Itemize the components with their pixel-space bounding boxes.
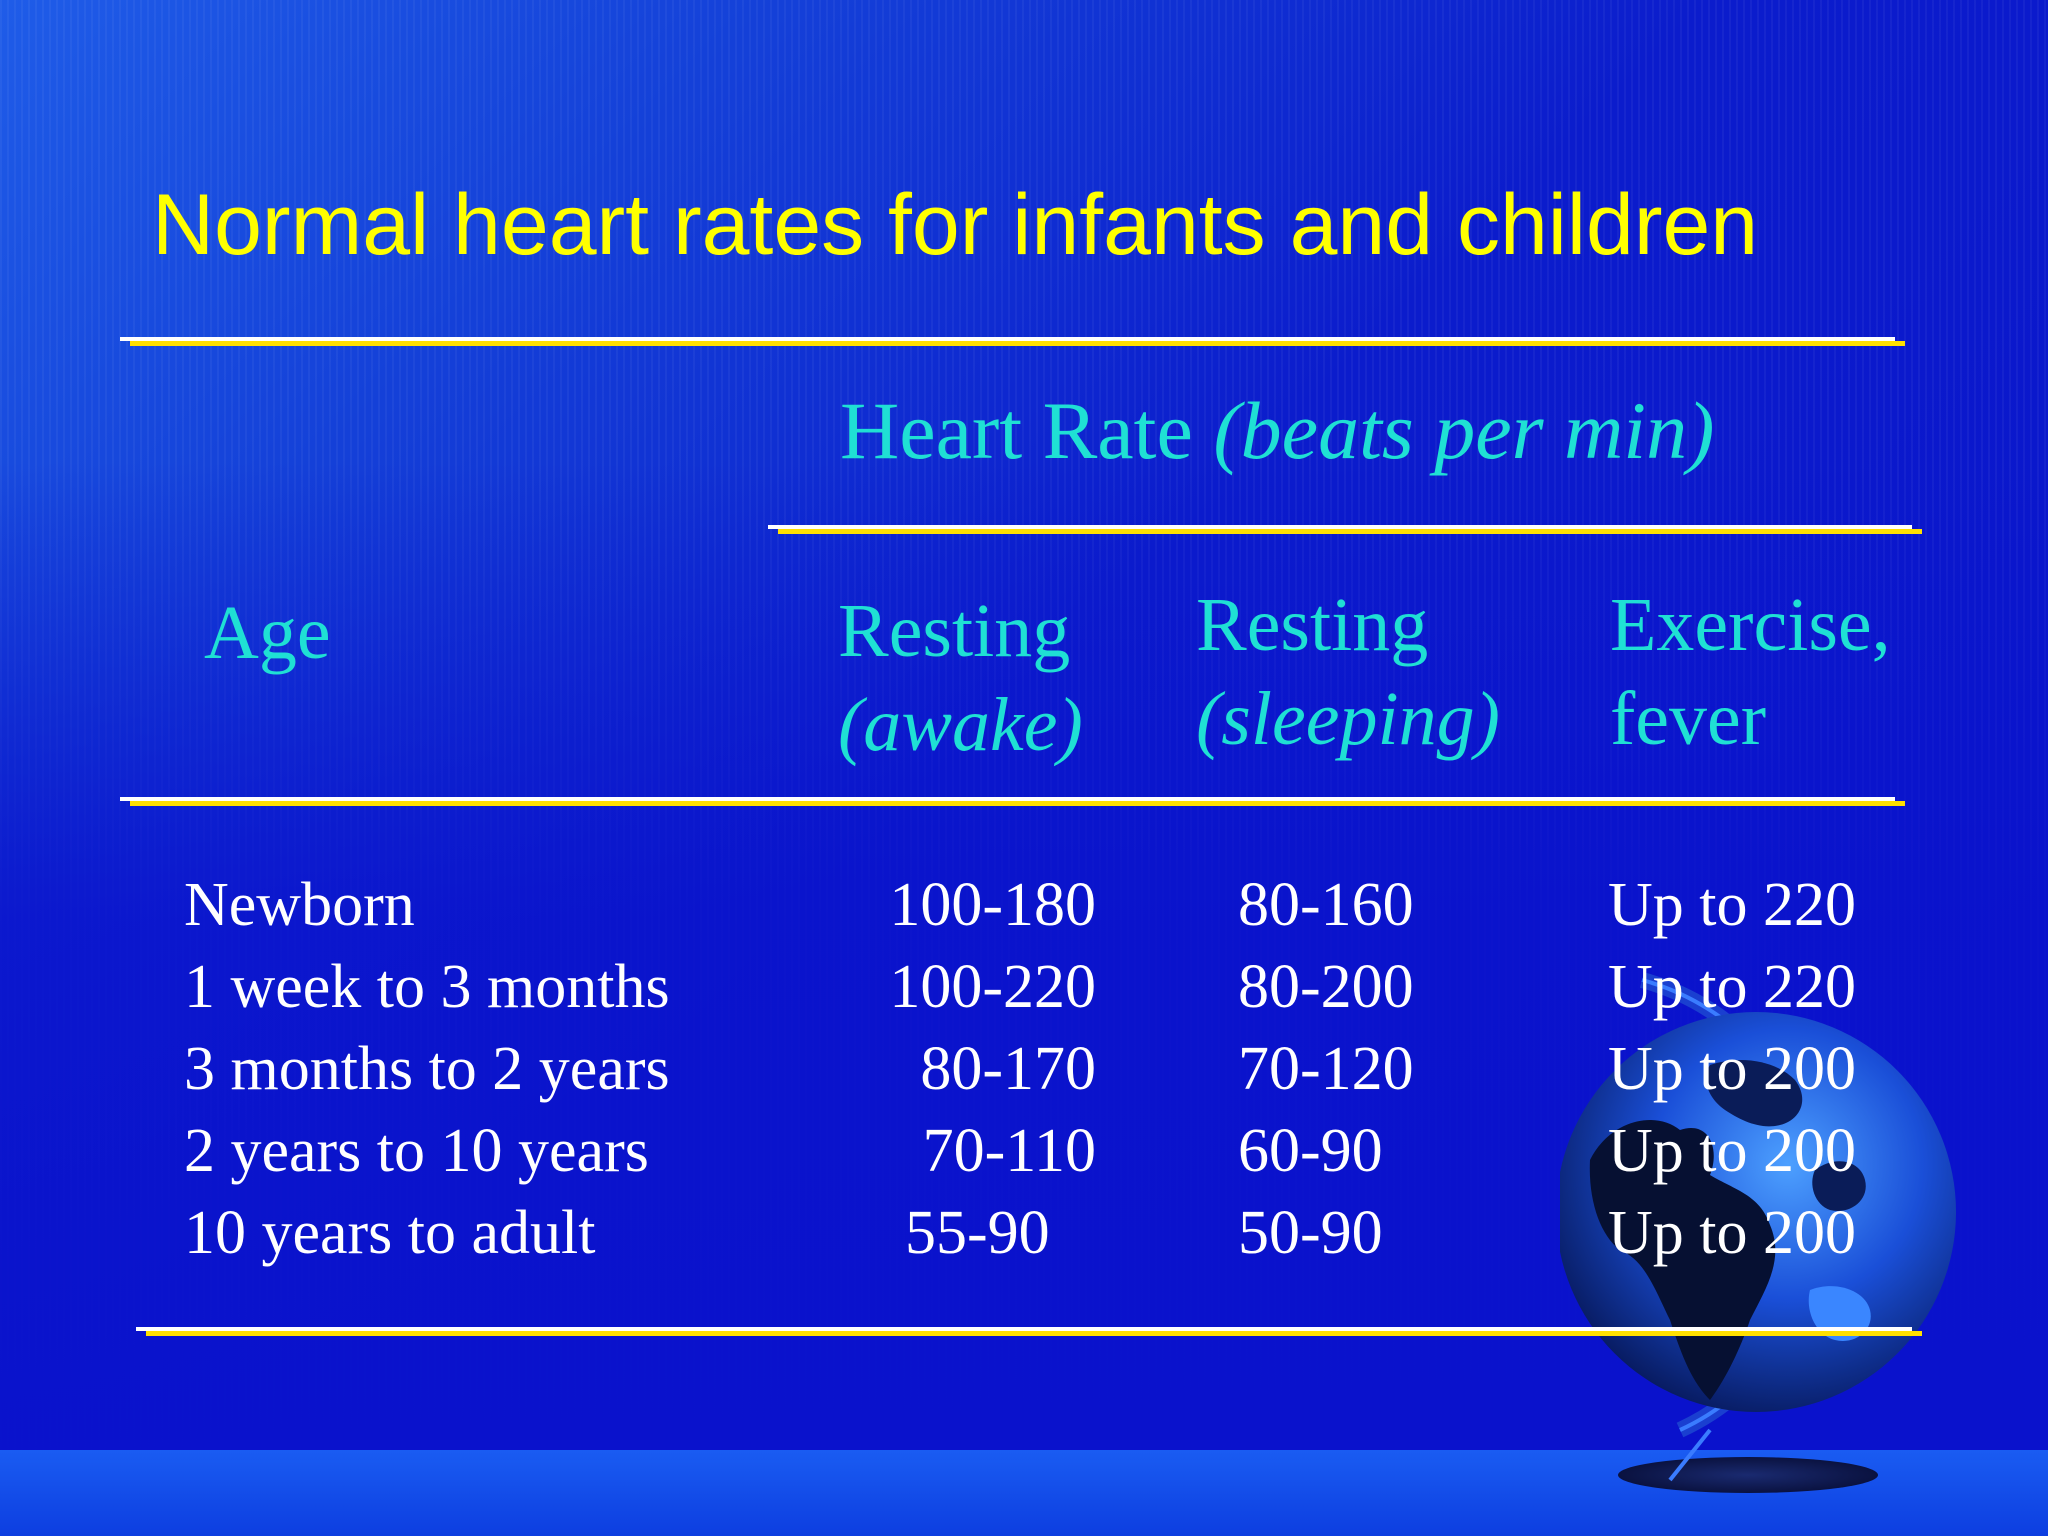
cell-resting-sleeping: 60-90 [1238,1117,1383,1185]
column-header-resting-sleeping: Resting (sleeping) [1196,578,1500,766]
cell-resting-sleeping: 70-120 [1238,1035,1414,1103]
cell-resting-sleeping: 80-160 [1238,871,1414,939]
divider-bottom [136,1327,1922,1336]
cell-age: 1 week to 3 months [184,953,670,1021]
cell-resting-awake: 100-220 [889,953,1096,1021]
divider-top [120,337,1905,346]
heart-rate-header-unit: (beats per min) [1213,385,1715,476]
column-header-age-line1: Age [204,591,331,675]
cell-exercise: Up to 200 [1608,1199,1856,1267]
column-header-awake-line2: (awake) [838,683,1083,767]
cell-exercise: Up to 220 [1608,953,1856,1021]
column-header-sleeping-line2: (sleeping) [1196,677,1500,761]
heart-rate-header-main: Heart Rate [840,385,1214,476]
column-header-exercise: Exercise, fever [1610,578,1891,766]
divider-heart-rate [768,525,1922,534]
cell-exercise: Up to 220 [1608,871,1856,939]
heart-rate-header: Heart Rate (beats per min) [840,390,1714,472]
column-header-exercise-line2: fever [1610,677,1767,761]
cell-resting-awake: 70-110 [922,1117,1096,1185]
cell-resting-awake: 100-180 [889,871,1096,939]
cell-age: 10 years to adult [184,1199,596,1267]
column-header-exercise-line1: Exercise, [1610,583,1891,667]
column-header-sleeping-line1: Resting [1196,583,1429,667]
slide-title: Normal heart rates for infants and child… [152,177,1759,273]
cell-age: Newborn [184,871,415,939]
column-header-awake-line1: Resting [838,589,1071,673]
cell-exercise: Up to 200 [1608,1117,1856,1185]
cell-age: 3 months to 2 years [184,1035,670,1103]
cell-resting-awake: 55-90 [905,1199,1050,1267]
column-header-age: Age [204,586,331,680]
divider-header [120,797,1905,806]
cell-age: 2 years to 10 years [184,1117,649,1185]
cell-resting-sleeping: 80-200 [1238,953,1414,1021]
cell-resting-sleeping: 50-90 [1238,1199,1383,1267]
globe-icon [1560,972,1956,1493]
cell-resting-awake: 80-170 [920,1035,1096,1103]
column-header-resting-awake: Resting (awake) [838,584,1083,772]
cell-exercise: Up to 200 [1608,1035,1856,1103]
